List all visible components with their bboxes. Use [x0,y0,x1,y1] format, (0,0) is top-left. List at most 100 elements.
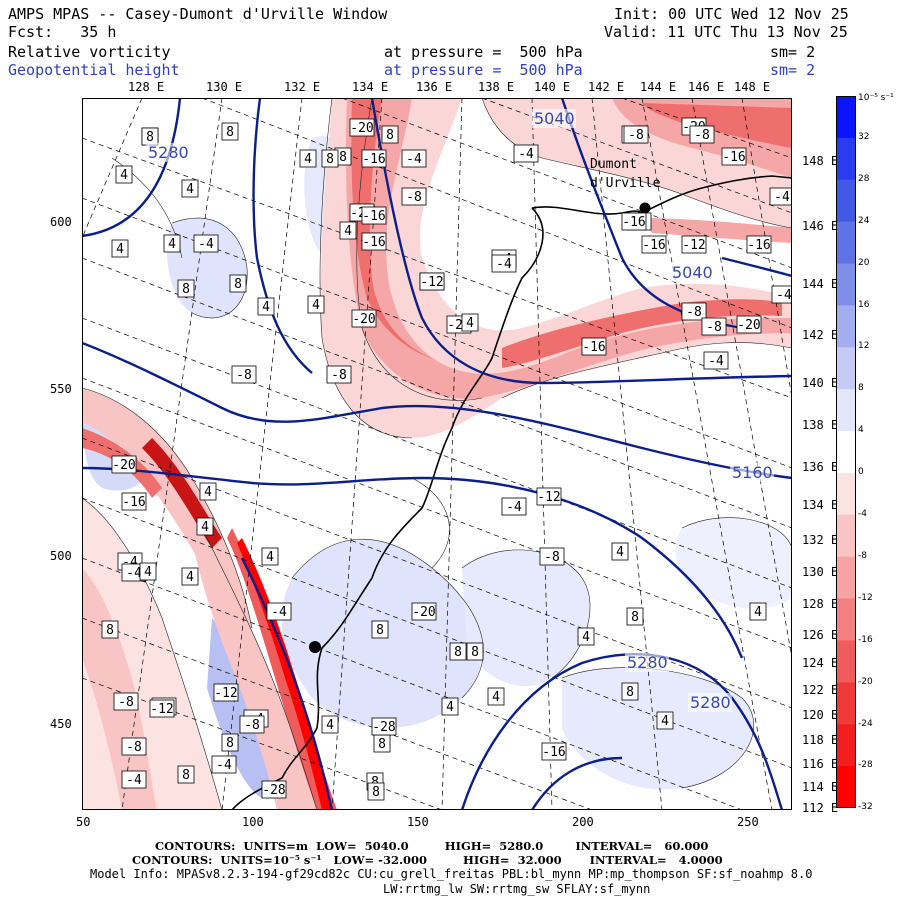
right-label: 144 E [802,277,839,291]
right-label: 140 E [802,376,839,390]
vorticity-value-text: 4 [754,605,762,620]
height-label-background [730,463,774,482]
height-contour-label: 5280 [148,143,189,162]
vorticity-value-boxes: 88484444-44448888-4-8-8-20-16-20-16-16-2… [101,117,792,801]
colorbar-swatch [836,389,856,432]
vorticity-value-text: -8 [118,695,134,710]
vorticity-value-box: -28 [261,780,287,799]
vorticity-value-box: -8 [623,125,649,144]
vorticity-value-text: 4 [344,224,352,239]
geopotential-height-labels: 5280 5040 5040 5160 5280 5280 [146,109,774,712]
right-label: 138 E [802,418,839,432]
colorbar-tick-label: -24 [858,718,873,729]
vorticity-value-text: -16 [362,152,385,167]
vorticity-value-text: -28 [372,720,395,735]
y-tick-label: 450 [50,717,72,731]
vorticity-value-text: 4 [262,300,270,315]
vorticity-value-text: 4 [168,237,176,252]
station-label-line: Dumont [590,157,637,172]
vorticity-value-text: 4 [304,152,312,167]
colorbar-tick-label: 4 [858,425,864,436]
height-contour-label: 5160 [732,463,773,482]
vorticity-value-box: 8 [373,734,391,753]
colorbar-swatch [836,766,856,808]
lon-label: 142 E [588,80,625,94]
lat-lon-grid [82,98,792,810]
vorticity-value-text: 4 [144,565,152,580]
colorbar-swatch [836,179,856,223]
vorticity-value-text: 8 [631,610,639,625]
vorticity-value-text: -4 [216,758,232,773]
vorticity-value-box: 4 [307,295,325,314]
vorticity-value-box: 4 [487,687,505,706]
colorbar-tick-label: -28 [858,760,873,771]
vorticity-value-box: -4 [193,234,219,253]
vorticity-value-text: 4 [266,550,274,565]
vorticity-map: Dumont d'Urville 88484444-44448888-4-8-8… [82,98,792,810]
vorticity-value-box: 8 [334,147,352,166]
colorbar-unit: 10⁻⁵ s⁻¹ [858,93,894,103]
vorticity-value-box: -8 [239,715,265,734]
map-frame [82,98,792,810]
vorticity-value-box: -12 [419,272,445,291]
vorticity-value-box: 4 [163,234,181,253]
y-tick-label: 500 [50,549,72,563]
vorticity-value-text: -4 [506,500,522,515]
y-tick-label: 550 [50,382,72,396]
vorticity-value-text: 8 [372,785,380,800]
colorbar-swatch [836,221,856,265]
vorticity-value-text: -20 [350,121,373,136]
x-tick-label: 50 [76,815,91,829]
vorticity-value-text: -8 [406,190,422,205]
vorticity-value-box: -20 [351,309,377,328]
vorticity-value-text: -16 [722,150,745,165]
vorticity-value-text: 8 [378,737,386,752]
vorticity-value-box: -4 [211,755,237,774]
colorbar-tick-label: -12 [858,592,873,603]
station-marker-casey [309,641,321,653]
vorticity-value-text: -16 [622,215,645,230]
lon-label: 136 E [416,80,453,94]
vorticity-value-box: -16 [361,206,387,225]
forecast-hour: Fcst: 35 h [8,23,117,41]
vorticity-value-text: 4 [661,714,669,729]
vorticity-value-text: -20 [412,605,435,620]
vorticity-value-box: 8 [177,765,195,784]
vorticity-value-text: -20 [112,458,135,473]
height-label-background [532,109,576,128]
x-tick-label: 150 [407,815,429,829]
height-contour-info: CONTOURS: UNITS=m LOW= 5040.0 HIGH= 5280… [155,839,709,853]
colorbar-tick-label: -32 [858,802,873,813]
colorbar-swatch [836,682,856,725]
height-label-background [146,143,190,162]
vorticity-value-text: 4 [326,718,334,733]
lon-label: 146 E [688,80,725,94]
vorticity-value-box: -4 [401,149,427,168]
vorticity-value-box: -4 [501,497,527,516]
lon-label: 140 E [534,80,571,94]
vorticity-value-box: -4 [771,285,792,304]
vorticity-value-box: -20 [736,315,762,334]
colorbar-swatch [836,347,856,390]
right-label: 130 E [802,565,839,579]
vorticity-value-box: 4 [111,239,129,258]
vorticity-value-box: 4 [749,602,767,621]
vorticity-value-box: 8 [321,149,339,168]
lon-label: 134 E [352,80,389,94]
vorticity-value-text: 4 [204,485,212,500]
station-marker-dumont [639,202,651,214]
vorticity-value-text: 8 [226,125,234,140]
vorticity-value-box: 4 [441,697,459,716]
vorticity-value-text: 4 [492,690,500,705]
field1-name: Relative vorticity [8,43,171,61]
vorticity-value-box: -20 [111,455,137,474]
colorbar-tick-label: -20 [858,676,873,687]
vorticity-value-text: 4 [186,570,194,585]
field1-level: at pressure = 500 hPa [384,43,583,61]
vorticity-value-box: -8 [113,692,139,711]
colorbar-tick-label: -16 [858,634,873,645]
vorticity-value-text: -4 [271,605,287,620]
vorticity-value-text: 8 [339,150,347,165]
vorticity-value-box: 4 [611,542,629,561]
vorticity-value-text: 8 [454,645,462,660]
